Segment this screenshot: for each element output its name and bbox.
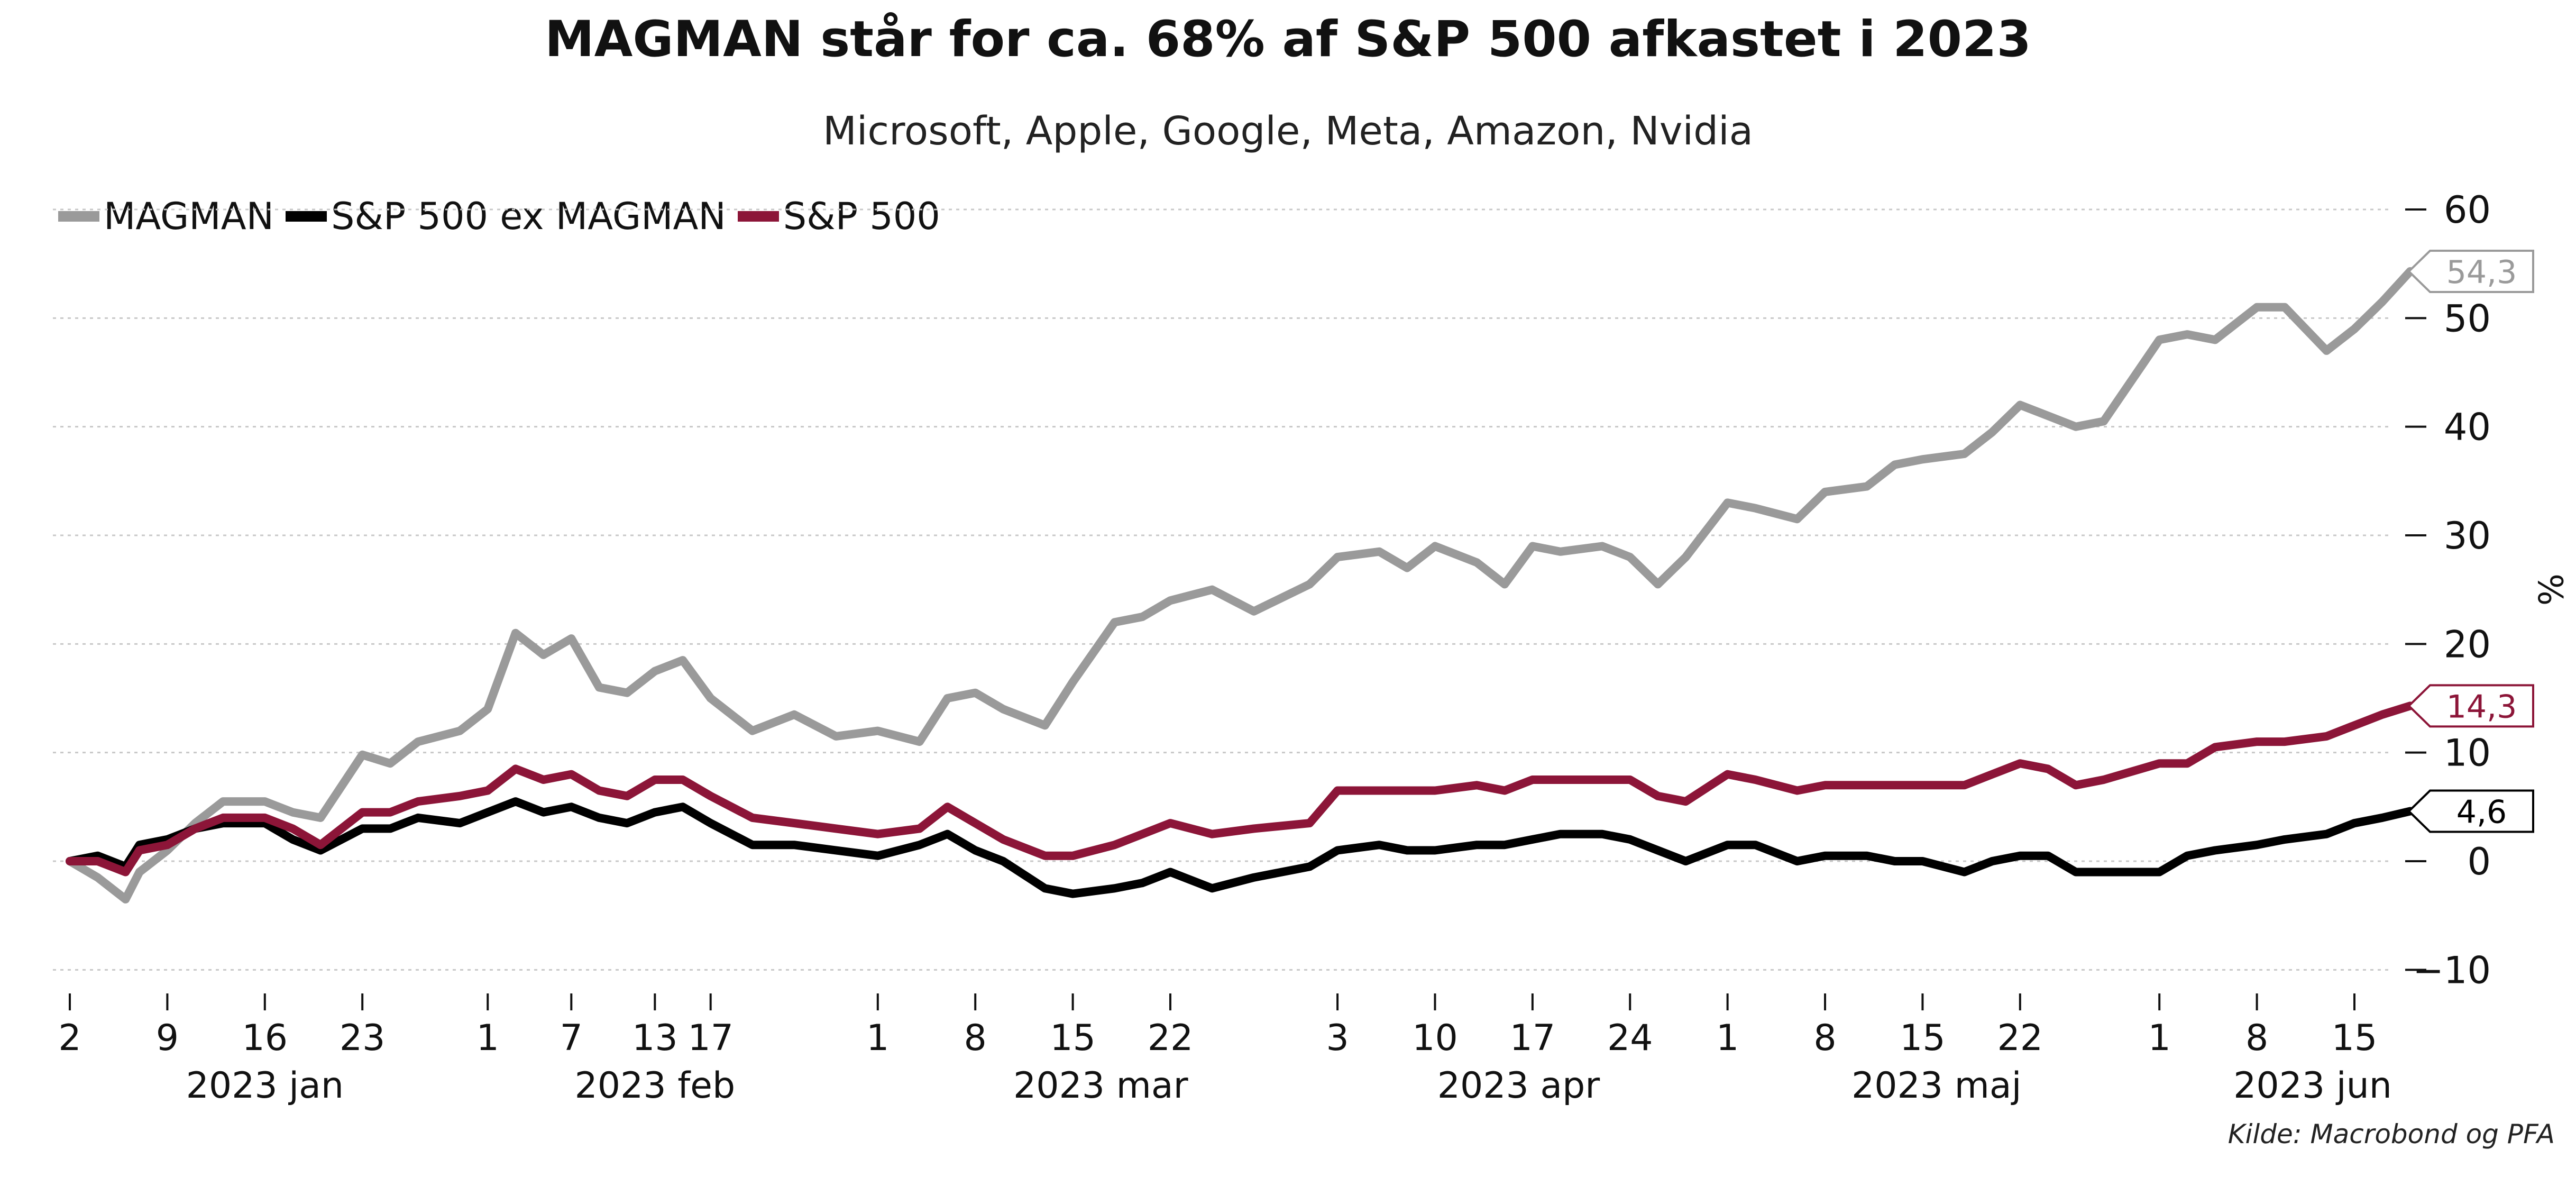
- legend-swatch-sp500: [737, 211, 779, 222]
- x-tick-label: 2: [58, 1017, 81, 1059]
- y-tick-label: 10: [2444, 732, 2491, 775]
- end-label-tag: [2407, 684, 2534, 728]
- x-tick-label: 15: [2332, 1017, 2378, 1059]
- y-tick-label: 60: [2444, 188, 2491, 232]
- x-tick-label: 9: [156, 1017, 179, 1059]
- legend-item-sp500-ex-magman: S&P 500 ex MAGMAN: [285, 195, 726, 238]
- end-label-tag: [2407, 250, 2534, 294]
- end-label-value: 14,3: [2446, 688, 2517, 725]
- legend-item-magman: MAGMAN: [58, 195, 274, 238]
- x-tick-label: 1: [1716, 1017, 1739, 1059]
- x-month-label: 2023 jun: [2233, 1065, 2392, 1107]
- series-line-s-p-500: [66, 701, 2415, 877]
- x-tick-label: 8: [964, 1017, 987, 1059]
- legend-label-sp500-ex-magman: S&P 500 ex MAGMAN: [331, 195, 726, 238]
- y-tick-label: 0: [2467, 840, 2491, 883]
- x-tick-label: 15: [1900, 1017, 1946, 1059]
- end-label-value: 54,3: [2446, 254, 2517, 291]
- legend-label-sp500: S&P 500: [783, 195, 940, 238]
- legend-item-sp500: S&P 500: [737, 195, 940, 238]
- legend-swatch-magman: [58, 211, 99, 222]
- x-tick-label: 1: [476, 1017, 499, 1059]
- end-label-value: 4,6: [2456, 794, 2507, 831]
- x-tick-label: 17: [687, 1017, 734, 1059]
- x-tick-label: 22: [1148, 1017, 1194, 1059]
- x-tick-label: 8: [2245, 1017, 2268, 1059]
- x-tick-label: 23: [340, 1017, 386, 1059]
- chart-subtitle: Microsoft, Apple, Google, Meta, Amazon, …: [823, 108, 1753, 154]
- x-tick-label: 24: [1607, 1017, 1653, 1059]
- x-month-label: 2023 apr: [1437, 1065, 1600, 1107]
- x-tick-label: 16: [242, 1017, 288, 1059]
- y-tick-label: 20: [2444, 623, 2491, 666]
- y-tick-label: −10: [2413, 948, 2491, 992]
- y-axis-label: %: [2530, 573, 2569, 606]
- series-line-s-p-500-ex-magman: [66, 797, 2415, 898]
- y-tick-label: 50: [2444, 297, 2491, 340]
- x-month-label: 2023 mar: [1013, 1065, 1188, 1107]
- x-tick-label: 22: [1997, 1017, 2043, 1059]
- x-tick-label: 13: [632, 1017, 678, 1059]
- legend-swatch-sp500-ex-magman: [285, 211, 327, 222]
- end-label-tag: [2407, 789, 2534, 833]
- legend: MAGMAN S&P 500 ex MAGMAN S&P 500: [58, 195, 952, 238]
- x-tick-label: 7: [560, 1017, 583, 1059]
- x-tick-label: 17: [1510, 1017, 1556, 1059]
- x-tick-label: 1: [866, 1017, 889, 1059]
- y-tick-label: 40: [2444, 406, 2491, 449]
- chart-title: MAGMAN står for ca. 68% af S&P 500 afkas…: [545, 11, 2031, 68]
- x-tick-label: 10: [1412, 1017, 1458, 1059]
- x-month-label: 2023 maj: [1851, 1065, 2021, 1107]
- x-tick-label: 1: [2148, 1017, 2171, 1059]
- x-tick-label: 8: [1813, 1017, 1836, 1059]
- x-month-label: 2023 jan: [186, 1065, 344, 1107]
- x-tick-label: 3: [1326, 1017, 1349, 1059]
- x-month-label: 2023 feb: [575, 1065, 736, 1107]
- series-line-magman: [66, 267, 2415, 904]
- legend-label-magman: MAGMAN: [104, 195, 274, 238]
- source-note: Kilde: Macrobond og PFA: [2227, 1119, 2555, 1149]
- x-tick-label: 15: [1050, 1017, 1096, 1059]
- y-tick-label: 30: [2444, 514, 2491, 558]
